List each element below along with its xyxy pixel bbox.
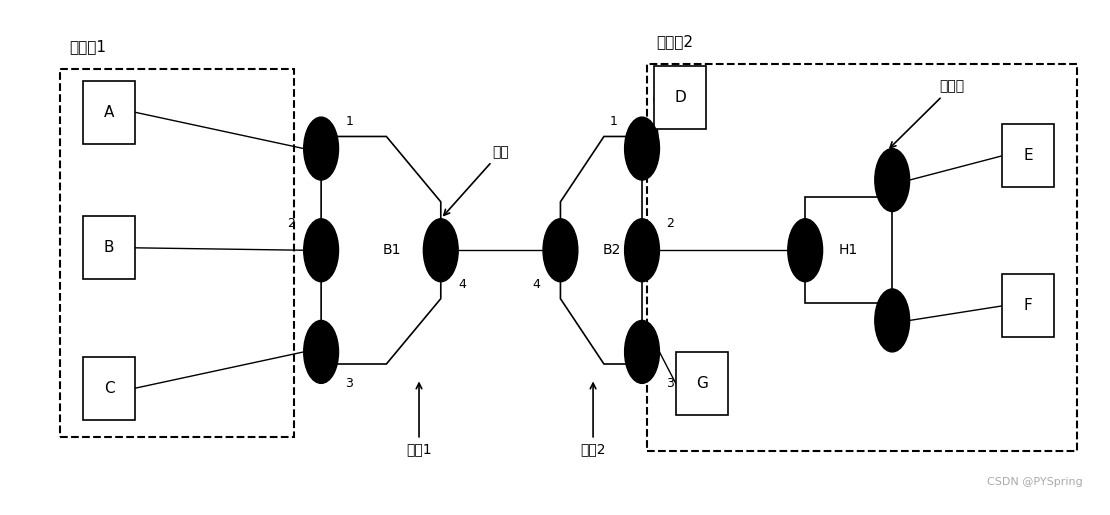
Text: 局域网1: 局域网1 <box>69 39 105 54</box>
Text: CSDN @PYSpring: CSDN @PYSpring <box>987 477 1082 487</box>
Text: 网桥1: 网桥1 <box>406 383 432 457</box>
Text: E: E <box>1023 148 1033 163</box>
Text: 局域网2: 局域网2 <box>656 35 693 49</box>
Text: 3: 3 <box>666 377 674 390</box>
Text: 4: 4 <box>533 278 541 290</box>
Bar <box>805 197 892 303</box>
Ellipse shape <box>788 219 823 282</box>
Text: D: D <box>674 90 686 105</box>
Bar <box>83 216 135 279</box>
Text: 集线器: 集线器 <box>890 79 965 148</box>
Bar <box>1002 125 1054 187</box>
Bar <box>83 357 135 420</box>
Text: 端口: 端口 <box>444 145 509 215</box>
Ellipse shape <box>423 219 458 282</box>
Ellipse shape <box>625 219 659 282</box>
Text: A: A <box>104 105 114 120</box>
Text: B: B <box>103 241 114 255</box>
Text: 2: 2 <box>286 217 294 230</box>
Bar <box>654 66 706 129</box>
Ellipse shape <box>543 219 578 282</box>
Text: 1: 1 <box>345 115 353 128</box>
Ellipse shape <box>875 148 909 212</box>
Text: 3: 3 <box>345 377 353 390</box>
Ellipse shape <box>625 320 659 383</box>
Ellipse shape <box>625 117 659 180</box>
Text: B1: B1 <box>383 243 401 257</box>
Ellipse shape <box>304 219 339 282</box>
Text: 网桥2: 网桥2 <box>581 383 606 457</box>
Text: 2: 2 <box>666 217 674 230</box>
Text: F: F <box>1023 298 1032 314</box>
Ellipse shape <box>304 320 339 383</box>
Text: 1: 1 <box>609 115 617 128</box>
Text: 4: 4 <box>458 278 466 290</box>
Ellipse shape <box>304 117 339 180</box>
Text: H1: H1 <box>839 243 858 257</box>
Text: B2: B2 <box>603 243 622 257</box>
Text: G: G <box>696 376 708 391</box>
Bar <box>1002 274 1054 337</box>
Bar <box>60 68 294 437</box>
Text: C: C <box>103 381 114 396</box>
Bar <box>83 81 135 144</box>
Bar <box>676 352 728 415</box>
Bar <box>647 64 1077 451</box>
Ellipse shape <box>875 289 909 352</box>
